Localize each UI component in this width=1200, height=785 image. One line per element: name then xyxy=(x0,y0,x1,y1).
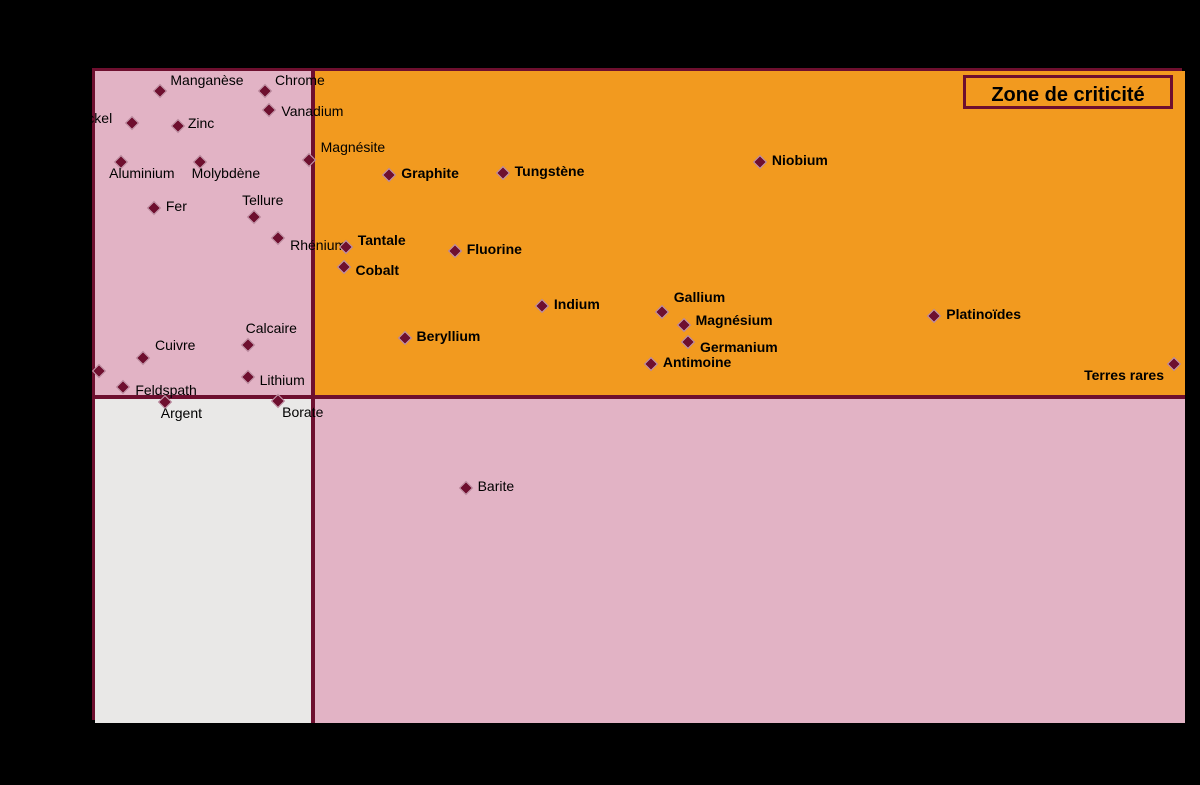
data-point-label: Magnésium xyxy=(696,312,773,328)
data-point-label: Barite xyxy=(478,478,515,494)
data-point-label: Platinoïdes xyxy=(946,306,1021,322)
split-line-horizontal xyxy=(95,395,1185,399)
data-point-label: Tellure xyxy=(242,192,283,208)
data-point-label: Manganèse xyxy=(170,72,243,88)
data-point-label: Molybdène xyxy=(192,165,261,181)
data-point-label: Tantale xyxy=(358,232,406,248)
data-point-label: Aluminium xyxy=(109,165,174,181)
data-point-label: Nickel xyxy=(74,110,112,126)
data-point-label: Tungstène xyxy=(515,163,585,179)
data-point-label: Beryllium xyxy=(417,328,481,344)
data-point-label: Antimoine xyxy=(663,354,731,370)
data-point-label: Rhénium xyxy=(290,237,346,253)
data-point-label: Germanium xyxy=(700,339,778,355)
data-point-label: Calcaire xyxy=(246,320,297,336)
data-point-label: Indium xyxy=(554,296,600,312)
data-point-label: Fer xyxy=(166,198,187,214)
data-point-label: Terres rares xyxy=(1084,367,1164,383)
data-point-label: Zinc xyxy=(188,115,214,131)
data-point-label: Fluorine xyxy=(467,241,522,257)
chart-plot-area: Zone de criticité ManganèseChromeNickelZ… xyxy=(92,68,1182,720)
data-point-label: Borate xyxy=(282,404,323,420)
quadrant-bottom-left xyxy=(95,397,313,723)
data-point-label: Argent xyxy=(161,405,202,421)
quadrant-bottom-right xyxy=(313,397,1185,723)
data-point-label: Cobalt xyxy=(356,262,400,278)
data-point-label: Niobium xyxy=(772,152,828,168)
data-point-label: Gallium xyxy=(674,289,725,305)
data-point-label: Lithium xyxy=(260,372,305,388)
data-point-label: Chrome xyxy=(275,72,325,88)
critical-zone-label: Zone de criticité xyxy=(963,75,1173,109)
data-point-label: Vanadium xyxy=(281,103,343,119)
data-point-label: ane xyxy=(61,360,84,376)
data-point-label: Graphite xyxy=(401,165,459,181)
data-point-label: Magnésite xyxy=(321,139,386,155)
data-point-label: Cuivre xyxy=(155,337,195,353)
